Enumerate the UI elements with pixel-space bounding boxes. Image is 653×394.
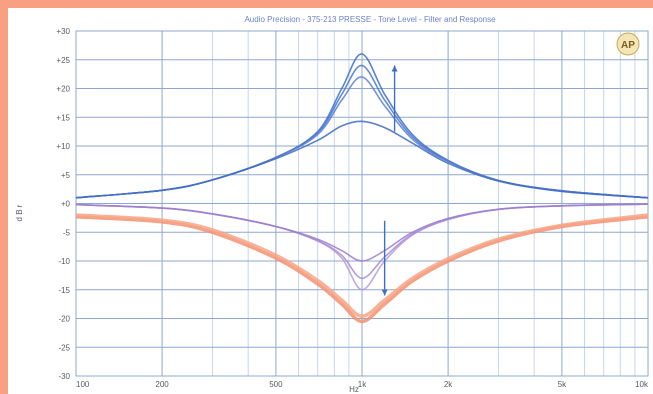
y-tick-label: +0 bbox=[61, 200, 71, 209]
series-line-boost-3 bbox=[75, 120, 649, 199]
y-axis-label: d B r bbox=[15, 204, 24, 221]
x-axis-ticks: 100 200 500 1k 2k 5k 10k bbox=[76, 380, 649, 389]
y-tick-label: -15 bbox=[58, 286, 70, 295]
ap-logo-badge bbox=[616, 32, 640, 56]
x-axis-label: Hz bbox=[349, 385, 359, 394]
arrow-head-1 bbox=[381, 289, 388, 296]
x-tick-label: 1k bbox=[358, 380, 367, 389]
series-lines bbox=[75, 53, 649, 324]
ap-logo-text: AP bbox=[621, 40, 635, 51]
chart-title: Audio Precision - 375-213 PRESSE - Tone … bbox=[244, 15, 496, 24]
y-tick-label: +20 bbox=[56, 85, 70, 94]
y-tick-label: +15 bbox=[56, 113, 70, 122]
y-tick-label: -25 bbox=[58, 343, 70, 352]
y-tick-label: -5 bbox=[63, 228, 71, 237]
x-tick-label: 10k bbox=[635, 380, 649, 389]
frequency-response-chart: Audio Precision - 375-213 PRESSE - Tone … bbox=[15, 15, 649, 394]
series-line-cut-8 bbox=[75, 213, 649, 318]
y-tick-label: +5 bbox=[61, 171, 71, 180]
y-axis-ticks: +30 +25 +20 +15 +10 +5 +0 -5 -10 -15 -20 -25 -30 bbox=[56, 27, 70, 381]
chart-frame: Audio Precision - 375-213 PRESSE - Tone … bbox=[8, 8, 653, 394]
y-tick-label: -10 bbox=[58, 257, 70, 266]
x-tick-label: 500 bbox=[269, 380, 283, 389]
grid bbox=[76, 30, 648, 377]
x-tick-label: 5k bbox=[558, 380, 567, 389]
y-tick-label: +25 bbox=[56, 56, 70, 65]
ap-logo: AP bbox=[616, 32, 640, 56]
x-tick-label: 200 bbox=[155, 380, 169, 389]
series-line-cut-6 bbox=[75, 203, 649, 262]
y-tick-label: -30 bbox=[58, 372, 70, 381]
y-tick-label: -20 bbox=[58, 315, 70, 324]
y-tick-label: +30 bbox=[56, 27, 70, 36]
x-tick-label: 2k bbox=[444, 380, 453, 389]
arrows bbox=[381, 65, 398, 296]
x-tick-label: 100 bbox=[76, 380, 90, 389]
y-tick-label: +10 bbox=[56, 142, 70, 151]
arrow-head-0 bbox=[391, 65, 398, 72]
